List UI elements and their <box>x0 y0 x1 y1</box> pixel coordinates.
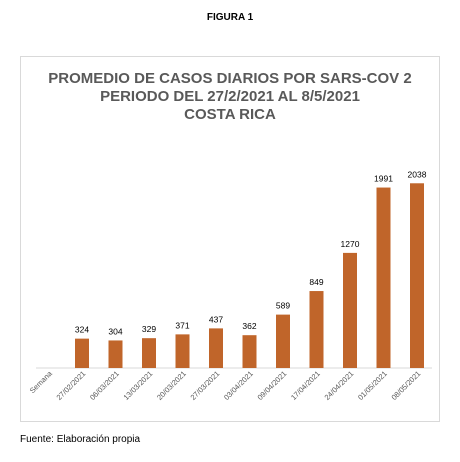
bar <box>309 291 324 368</box>
x-tick-label: 01/05/2021 <box>356 369 389 402</box>
bar <box>108 340 123 368</box>
x-tick-label: 24/04/2021 <box>323 369 356 402</box>
data-label: 849 <box>309 277 323 287</box>
bar <box>142 338 156 368</box>
data-label: 362 <box>242 321 256 331</box>
source-note: Fuente: Elaboración propia <box>20 434 141 445</box>
x-tick-label: 17/04/2021 <box>289 369 322 402</box>
figure-label: FIGURA 1 <box>206 12 254 23</box>
x-tick-label: 09/04/2021 <box>256 369 289 402</box>
data-label: 324 <box>75 325 89 335</box>
x-axis-label: Semana <box>28 368 55 395</box>
data-label: 304 <box>108 326 122 336</box>
data-label: 371 <box>175 320 189 330</box>
data-label: 589 <box>276 301 290 311</box>
data-label: 1270 <box>341 239 360 249</box>
bar <box>75 338 89 368</box>
chart-title-line-3: COSTA RICA <box>184 106 276 123</box>
bar <box>209 328 223 368</box>
x-tick-label: 20/03/2021 <box>155 369 188 402</box>
data-label: 2038 <box>408 169 427 179</box>
data-label: 329 <box>142 324 156 334</box>
bar <box>410 183 424 368</box>
x-tick-label: 27/02/2021 <box>55 369 88 402</box>
bar <box>343 252 357 368</box>
bar <box>242 335 257 368</box>
chart-title-line-2: PERIODO DEL 27/2/2021 AL 8/5/2021 <box>100 88 360 105</box>
chart-title-line-1: PROMEDIO DE CASOS DIARIOS POR SARS-COV 2 <box>48 70 412 87</box>
x-tick-label: 06/03/2021 <box>88 369 121 402</box>
bar <box>376 187 391 368</box>
data-label: 437 <box>209 314 223 324</box>
data-label: 1991 <box>374 174 393 184</box>
chart-title: PROMEDIO DE CASOS DIARIOS POR SARS-COV 2… <box>20 70 440 124</box>
x-tick-label: 13/03/2021 <box>122 369 155 402</box>
bar <box>175 334 190 368</box>
x-tick-label: 03/04/2021 <box>222 369 255 402</box>
chart-frame <box>20 56 440 422</box>
bar <box>276 314 290 368</box>
x-tick-label: 27/03/2021 <box>189 369 222 402</box>
x-tick-label: 08/05/2021 <box>390 369 423 402</box>
